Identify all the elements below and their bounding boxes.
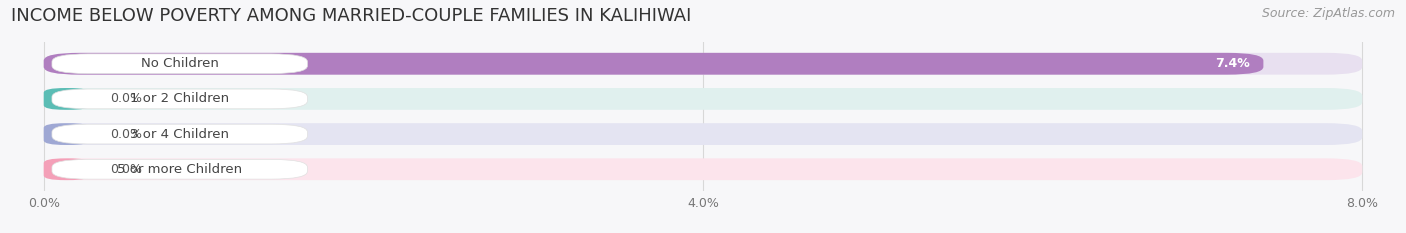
Text: INCOME BELOW POVERTY AMONG MARRIED-COUPLE FAMILIES IN KALIHIWAI: INCOME BELOW POVERTY AMONG MARRIED-COUPL…	[11, 7, 692, 25]
FancyBboxPatch shape	[44, 88, 1362, 110]
Text: 0.0%: 0.0%	[110, 93, 142, 105]
Text: 1 or 2 Children: 1 or 2 Children	[131, 93, 229, 105]
FancyBboxPatch shape	[44, 158, 1362, 180]
FancyBboxPatch shape	[52, 159, 308, 179]
FancyBboxPatch shape	[44, 53, 1264, 75]
FancyBboxPatch shape	[44, 123, 90, 145]
FancyBboxPatch shape	[44, 158, 90, 180]
Text: 7.4%: 7.4%	[1215, 57, 1250, 70]
FancyBboxPatch shape	[52, 89, 308, 109]
Text: No Children: No Children	[141, 57, 219, 70]
Text: 0.0%: 0.0%	[110, 163, 142, 176]
FancyBboxPatch shape	[44, 88, 90, 110]
Text: Source: ZipAtlas.com: Source: ZipAtlas.com	[1261, 7, 1395, 20]
Text: 3 or 4 Children: 3 or 4 Children	[131, 128, 229, 140]
FancyBboxPatch shape	[52, 54, 308, 74]
FancyBboxPatch shape	[44, 53, 1362, 75]
FancyBboxPatch shape	[52, 124, 308, 144]
Text: 0.0%: 0.0%	[110, 128, 142, 140]
FancyBboxPatch shape	[44, 123, 1362, 145]
Text: 5 or more Children: 5 or more Children	[117, 163, 242, 176]
